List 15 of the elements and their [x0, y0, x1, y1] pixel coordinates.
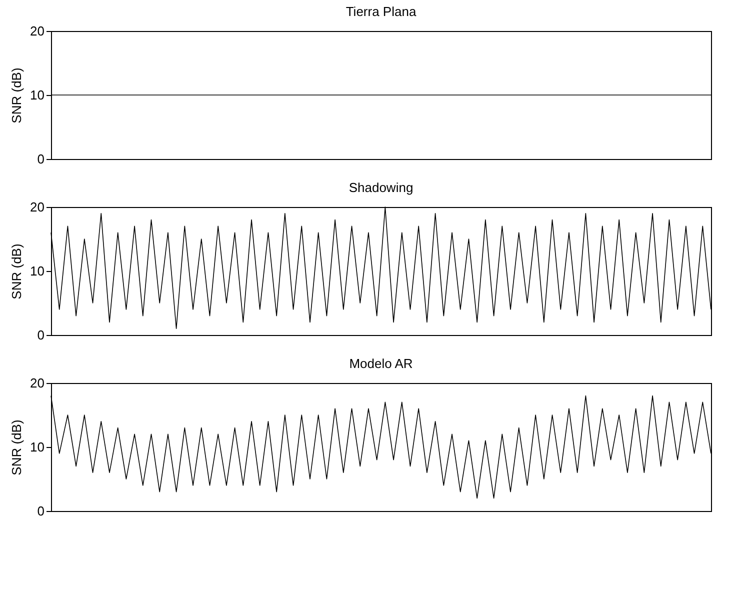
- chart-title: Shadowing: [348, 180, 414, 195]
- y-axis-title: SNR (dB): [9, 244, 24, 300]
- y-tick-label: 10: [30, 440, 44, 454]
- y-tick-label: 20: [30, 24, 44, 38]
- chart-title: Modelo AR: [349, 356, 413, 371]
- y-tick-label: 0: [37, 328, 44, 342]
- y-tick-label: 0: [37, 504, 44, 518]
- y-tick-label: 10: [30, 88, 44, 102]
- y-axis-title: SNR (dB): [9, 68, 24, 124]
- y-axis-title: SNR (dB): [9, 420, 24, 476]
- y-tick-label: 10: [30, 264, 44, 278]
- chart-title: Tierra Plana: [346, 4, 417, 19]
- y-tick-label: 20: [30, 376, 44, 390]
- y-tick-label: 0: [37, 152, 44, 166]
- y-tick-label: 20: [30, 200, 44, 214]
